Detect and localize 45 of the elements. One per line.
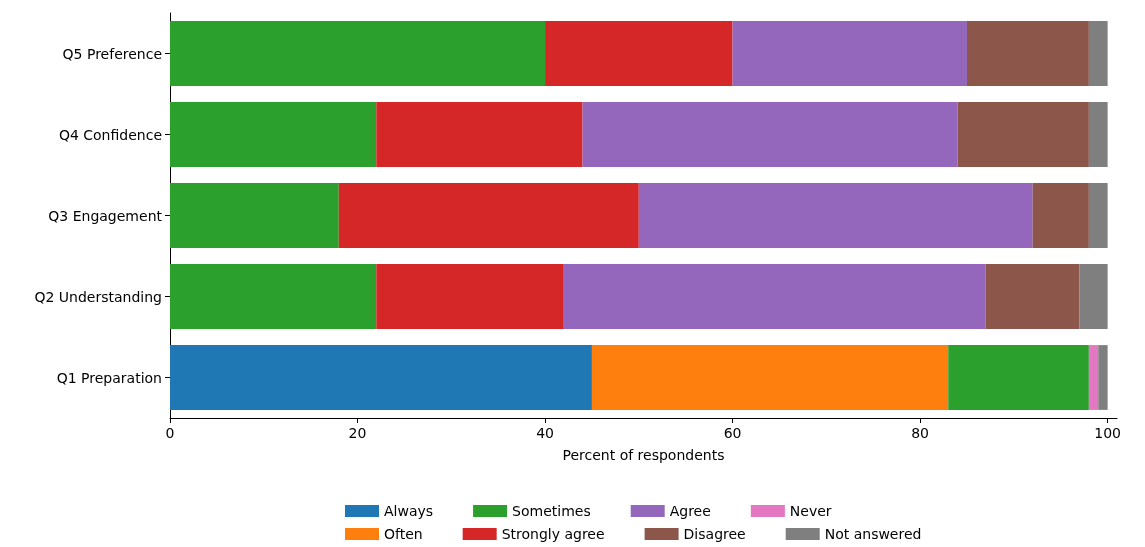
bar [1032, 183, 1089, 248]
y-tick-label: Q5 Preference [62, 45, 162, 62]
y-tick-label: Q3 Engagement [48, 207, 163, 224]
bar [966, 21, 1089, 86]
x-axis-title: Percent of respondents [562, 447, 725, 463]
bar [1088, 183, 1108, 248]
bar [376, 102, 583, 167]
x-tick-label: 100 [1094, 425, 1121, 441]
x-tick-label: 80 [911, 425, 930, 441]
bar [563, 264, 986, 329]
legend-label: Disagree [683, 526, 746, 542]
bar [1088, 345, 1099, 410]
bar [1088, 102, 1108, 167]
bar [957, 102, 1089, 167]
x-tick-label: 0 [165, 425, 175, 441]
y-tick-label: Q2 Understanding [34, 288, 162, 305]
legend-label: Agree [669, 503, 711, 519]
bar [1088, 21, 1108, 86]
legend-label: Not answered [824, 526, 922, 542]
legend-label: Sometimes [512, 503, 591, 519]
bar [1079, 264, 1108, 329]
bar [732, 21, 967, 86]
bar [338, 183, 639, 248]
bar [376, 264, 564, 329]
bar [638, 183, 1033, 248]
x-tick-label: 20 [348, 425, 367, 441]
x-tick-label: 40 [536, 425, 554, 441]
bar [985, 264, 1080, 329]
bar [1098, 345, 1108, 410]
bar [948, 345, 1089, 410]
legend-label: Always [384, 503, 434, 519]
y-tick-label: Q1 Preparation [56, 369, 162, 386]
x-tick-label: 60 [723, 425, 742, 441]
legend-label: Often [384, 526, 423, 542]
bar [170, 102, 377, 167]
bar [170, 345, 592, 410]
legend-label: Strongly agree [501, 526, 605, 542]
bar [591, 345, 949, 410]
bar [170, 264, 377, 329]
bar [170, 21, 546, 86]
legend-label: Never [789, 503, 832, 519]
y-tick-label: Q4 Confidence [58, 126, 162, 143]
bar [545, 21, 733, 86]
bar [582, 102, 958, 167]
bar [170, 183, 339, 248]
